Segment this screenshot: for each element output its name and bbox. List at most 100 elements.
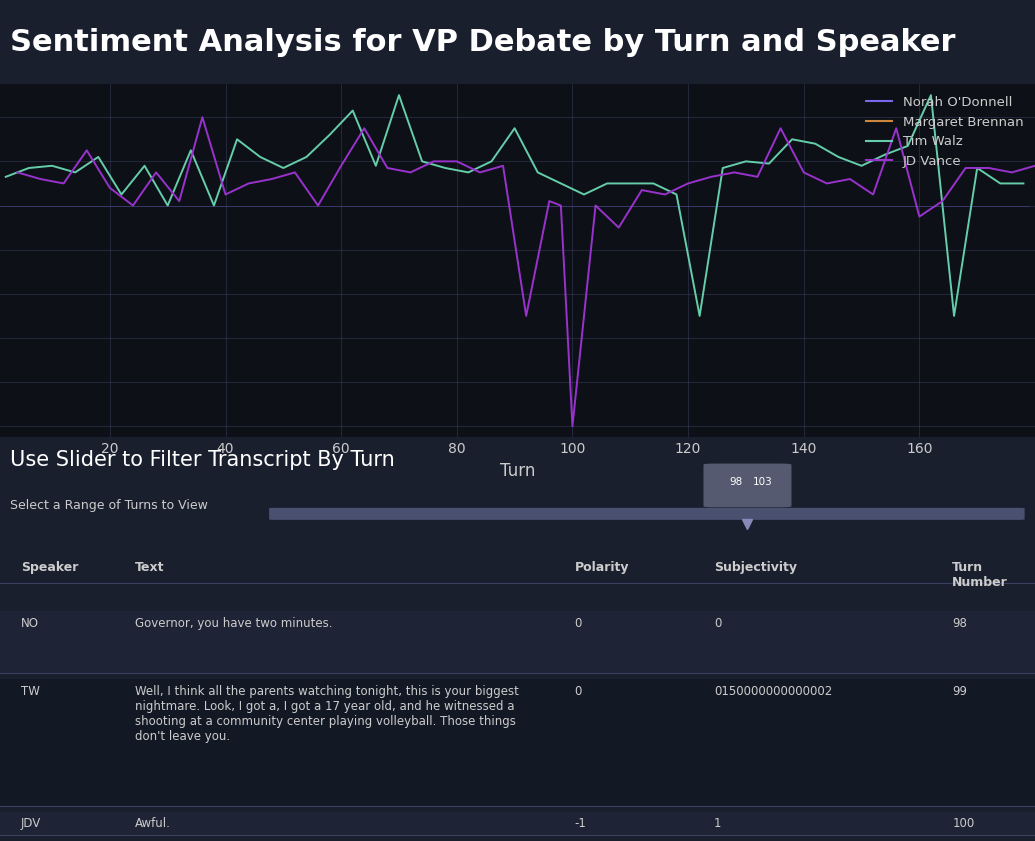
Tim Walz [369,161,382,171]
Tim Walz [416,156,428,167]
JD Vance [150,167,162,177]
Norah O'Donnell [711,200,723,210]
Norah O'Donnell [977,200,989,210]
Text: 103: 103 [752,477,772,487]
Tim Walz [671,189,683,199]
Legend: Norah O'Donnell, Margaret Brennan, Tim Walz, JD Vance: Norah O'Donnell, Margaret Brennan, Tim W… [860,91,1029,173]
Text: JDV: JDV [21,817,41,830]
JD Vance [555,200,567,210]
JD Vance [197,112,209,122]
JD Vance [751,172,764,182]
Text: 0: 0 [714,617,721,630]
Tim Walz [647,178,659,188]
JD Vance [913,212,925,222]
Tim Walz [832,152,845,162]
JD Vance [219,189,232,199]
JD Vance [335,161,348,171]
Text: Use Slider to Filter Transcript By Turn: Use Slider to Filter Transcript By Turn [10,451,395,470]
Text: 0150000000000002: 0150000000000002 [714,685,832,698]
JD Vance [266,174,278,184]
JD Vance [57,178,69,188]
Tim Walz [323,130,335,140]
Tim Walz [46,161,58,171]
Norah O'Donnell [850,200,862,210]
JD Vance [405,167,417,177]
Tim Walz [578,189,590,199]
JD Vance [358,124,371,134]
Tim Walz [69,167,82,177]
Tim Walz [601,178,614,188]
JD Vance [821,178,833,188]
Tim Walz [0,172,12,182]
JD Vance [543,196,556,206]
JD Vance [381,163,393,173]
JD Vance [566,421,579,431]
JD Vance [844,174,856,184]
JD Vance [242,178,255,188]
JD Vance [982,163,995,173]
JD Vance [867,189,880,199]
Tim Walz [763,159,775,169]
Text: Select a Range of Turns to View: Select a Range of Turns to View [10,499,208,511]
JD Vance [798,167,810,177]
Text: 99: 99 [952,685,967,698]
Tim Walz [693,311,706,321]
Tim Walz [508,124,521,134]
JD Vance [81,145,93,156]
FancyBboxPatch shape [0,680,1035,806]
JD Vance [1029,161,1035,171]
Line: JD Vance: JD Vance [18,117,1035,426]
JD Vance [589,200,601,210]
Text: Governor, you have two minutes.: Governor, you have two minutes. [135,617,332,630]
Tim Walz [532,167,544,177]
Norah O'Donnell [132,200,145,210]
Tim Walz [901,141,914,151]
Text: 0: 0 [574,685,582,698]
Tim Walz [347,106,359,116]
JD Vance [613,223,625,233]
Text: Sentiment Analysis for VP Debate by Turn and Speaker: Sentiment Analysis for VP Debate by Turn… [10,28,956,56]
JD Vance [11,167,24,177]
JD Vance [104,182,116,193]
Text: Polarity: Polarity [574,562,629,574]
Tim Walz [855,161,867,171]
Tim Walz [300,152,313,162]
Tim Walz [115,189,127,199]
Tim Walz [23,163,35,173]
Tim Walz [208,200,220,210]
Tim Walz [392,90,405,100]
Tim Walz [994,178,1006,188]
Tim Walz [948,311,960,321]
Text: Awful.: Awful. [135,817,171,830]
JD Vance [450,156,463,167]
JD Vance [635,185,648,195]
Tim Walz [92,152,105,162]
Tim Walz [716,163,729,173]
Tim Walz [879,150,891,160]
Tim Walz [184,145,197,156]
FancyBboxPatch shape [0,611,1035,673]
Line: Tim Walz: Tim Walz [6,95,1024,316]
Tim Walz [740,156,752,167]
Tim Walz [161,200,174,210]
Text: Text: Text [135,562,165,574]
FancyBboxPatch shape [269,508,1025,520]
Text: Speaker: Speaker [21,562,78,574]
Tim Walz [1017,178,1030,188]
Text: NO: NO [21,617,38,630]
JD Vance [173,196,185,206]
JD Vance [126,200,139,210]
Text: 98: 98 [952,617,967,630]
Text: TW: TW [21,685,39,698]
Norah O'Donnell [0,200,6,210]
Text: Subjectivity: Subjectivity [714,562,797,574]
JD Vance [497,161,509,171]
JD Vance [959,163,972,173]
JD Vance [658,189,671,199]
JD Vance [427,156,440,167]
JD Vance [728,167,740,177]
Text: 100: 100 [952,817,974,830]
JD Vance [520,311,532,321]
JD Vance [682,178,694,188]
Norah O'Donnell [306,200,319,210]
